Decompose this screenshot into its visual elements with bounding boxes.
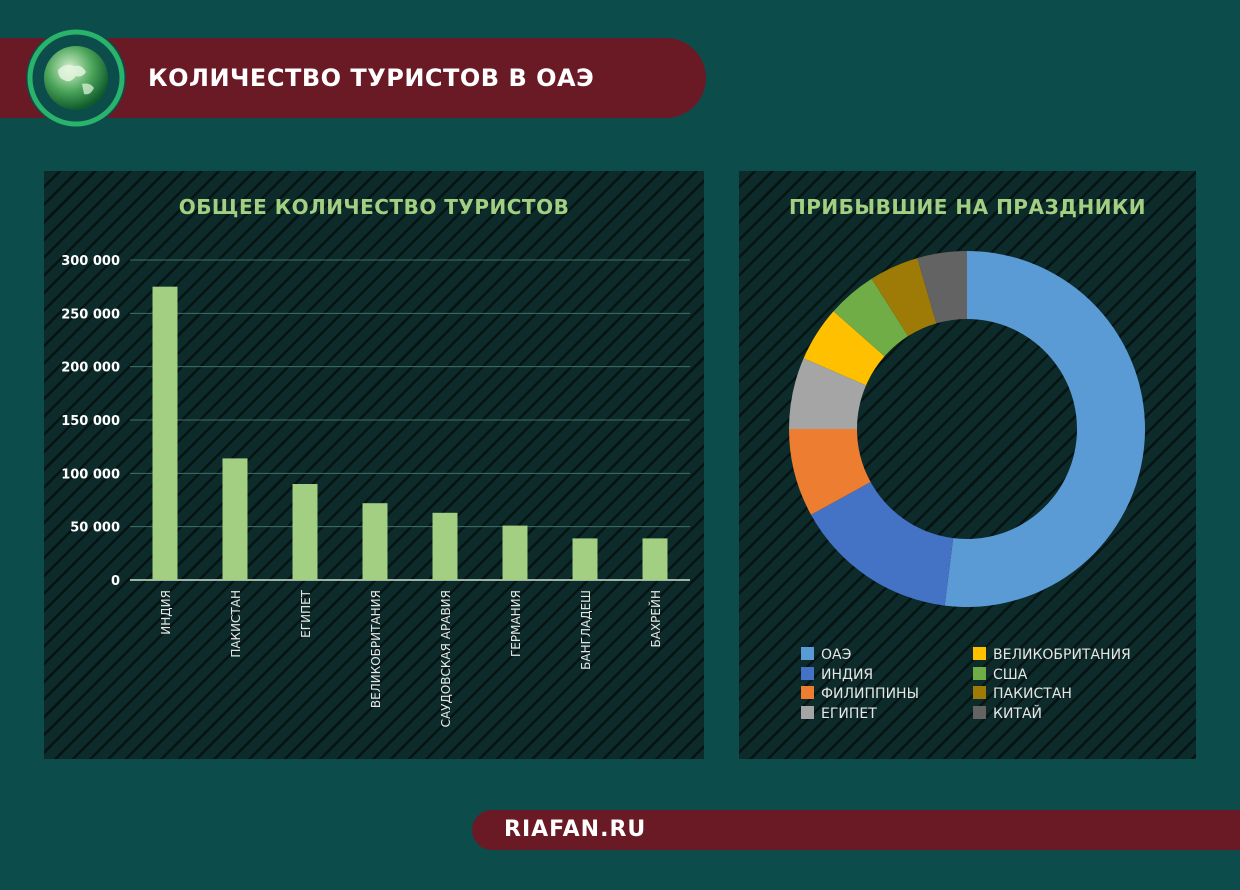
legend-item: ПАКИСТАН bbox=[973, 684, 1072, 704]
y-tick-label: 150 000 bbox=[61, 414, 120, 429]
bar-chart: 0 50 000 100 000 150 000 200 000 250 000 300 0… bbox=[61, 254, 690, 727]
legend-item: ИНДИЯ bbox=[801, 665, 873, 685]
donut-slice bbox=[803, 311, 885, 386]
legend-label: ПАКИСТАН bbox=[993, 686, 1072, 702]
bar bbox=[432, 512, 458, 580]
bar bbox=[642, 538, 668, 580]
legend-item: ОАЭ bbox=[801, 645, 851, 665]
donut-chart bbox=[789, 251, 1145, 607]
legend-label: США bbox=[993, 666, 1028, 683]
legend-item: ФИЛИППИНЫ bbox=[801, 684, 919, 704]
x-tick-label: САУДОВСКАЯ АРАВИЯ bbox=[439, 590, 453, 727]
legend-item: ВЕЛИКОБРИТАНИЯ bbox=[973, 645, 1131, 665]
x-tick-label: ГЕРМАНИЯ bbox=[509, 590, 523, 657]
legend-label: ОАЭ bbox=[821, 647, 852, 663]
y-tick-label: 50 000 bbox=[70, 521, 120, 536]
legend-swatch bbox=[801, 686, 814, 699]
donut-slice bbox=[789, 358, 867, 429]
y-tick-label: 250 000 bbox=[61, 307, 120, 322]
legend-label: ВЕЛИКОБРИТАНИЯ bbox=[993, 647, 1131, 663]
donut-chart-title: ПРИБЫВШИЕ НА ПРАЗДНИКИ bbox=[788, 195, 1147, 219]
bar bbox=[362, 503, 388, 580]
legend-label: КИТАЙ bbox=[993, 705, 1043, 722]
bar bbox=[572, 538, 598, 580]
x-tick-label: ЕГИПЕТ bbox=[299, 589, 313, 637]
x-tick-label: ПАКИСТАН bbox=[229, 590, 243, 658]
globe-icon bbox=[26, 28, 126, 128]
y-tick-label: 100 000 bbox=[61, 467, 120, 482]
y-tick-label: 300 000 bbox=[61, 254, 120, 269]
legend-label: ИНДИЯ bbox=[821, 666, 874, 683]
donut-slice bbox=[944, 251, 1145, 607]
bar bbox=[152, 286, 178, 580]
site-name: RIAFAN.RU bbox=[504, 817, 647, 842]
x-tick-label: БАНГЛАДЕШ bbox=[579, 590, 593, 670]
legend-swatch bbox=[973, 666, 986, 680]
donut-slice bbox=[917, 251, 967, 324]
donut-slice bbox=[811, 481, 954, 606]
x-tick-label: ВЕЛИКОБРИТАНИЯ bbox=[369, 590, 383, 708]
footer-banner bbox=[472, 810, 1240, 850]
bar-chart-panel: ОБЩЕЕ КОЛИЧЕСТВО ТУРИСТОВ 0 50 000 100 000… bbox=[44, 171, 704, 759]
legend-swatch bbox=[973, 647, 986, 660]
legend-swatch bbox=[801, 666, 814, 680]
bar bbox=[222, 458, 248, 580]
bar bbox=[502, 525, 528, 580]
donut-slice bbox=[871, 258, 937, 337]
legend-swatch bbox=[973, 705, 986, 719]
y-tick-label: 200 000 bbox=[61, 361, 120, 376]
legend-swatch bbox=[801, 705, 814, 719]
bar bbox=[292, 484, 318, 580]
y-tick-label: 0 bbox=[111, 574, 120, 589]
legend-label: ЕГИПЕТ bbox=[821, 705, 877, 722]
x-tick-label: БАХРЕЙН bbox=[648, 590, 663, 647]
legend-item: США bbox=[973, 665, 1027, 685]
x-tick-label: ИНДИЯ bbox=[159, 590, 173, 635]
legend-item: КИТАЙ bbox=[973, 704, 1042, 724]
legend-swatch bbox=[801, 647, 814, 660]
legend-swatch bbox=[973, 686, 986, 699]
bar-chart-title: ОБЩЕЕ КОЛИЧЕСТВО ТУРИСТОВ bbox=[178, 195, 570, 219]
legend-label: ФИЛИППИНЫ bbox=[821, 686, 919, 702]
donut-slice bbox=[789, 429, 871, 515]
legend-item: ЕГИПЕТ bbox=[801, 704, 877, 724]
donut-chart-panel: ПРИБЫВШИЕ НА ПРАЗДНИКИ ОАЭ ИНДИЯ ФИЛИППИНЫ… bbox=[739, 171, 1196, 759]
page-title: КОЛИЧЕСТВО ТУРИСТОВ В ОАЭ bbox=[148, 64, 595, 92]
donut-slice bbox=[833, 278, 909, 357]
